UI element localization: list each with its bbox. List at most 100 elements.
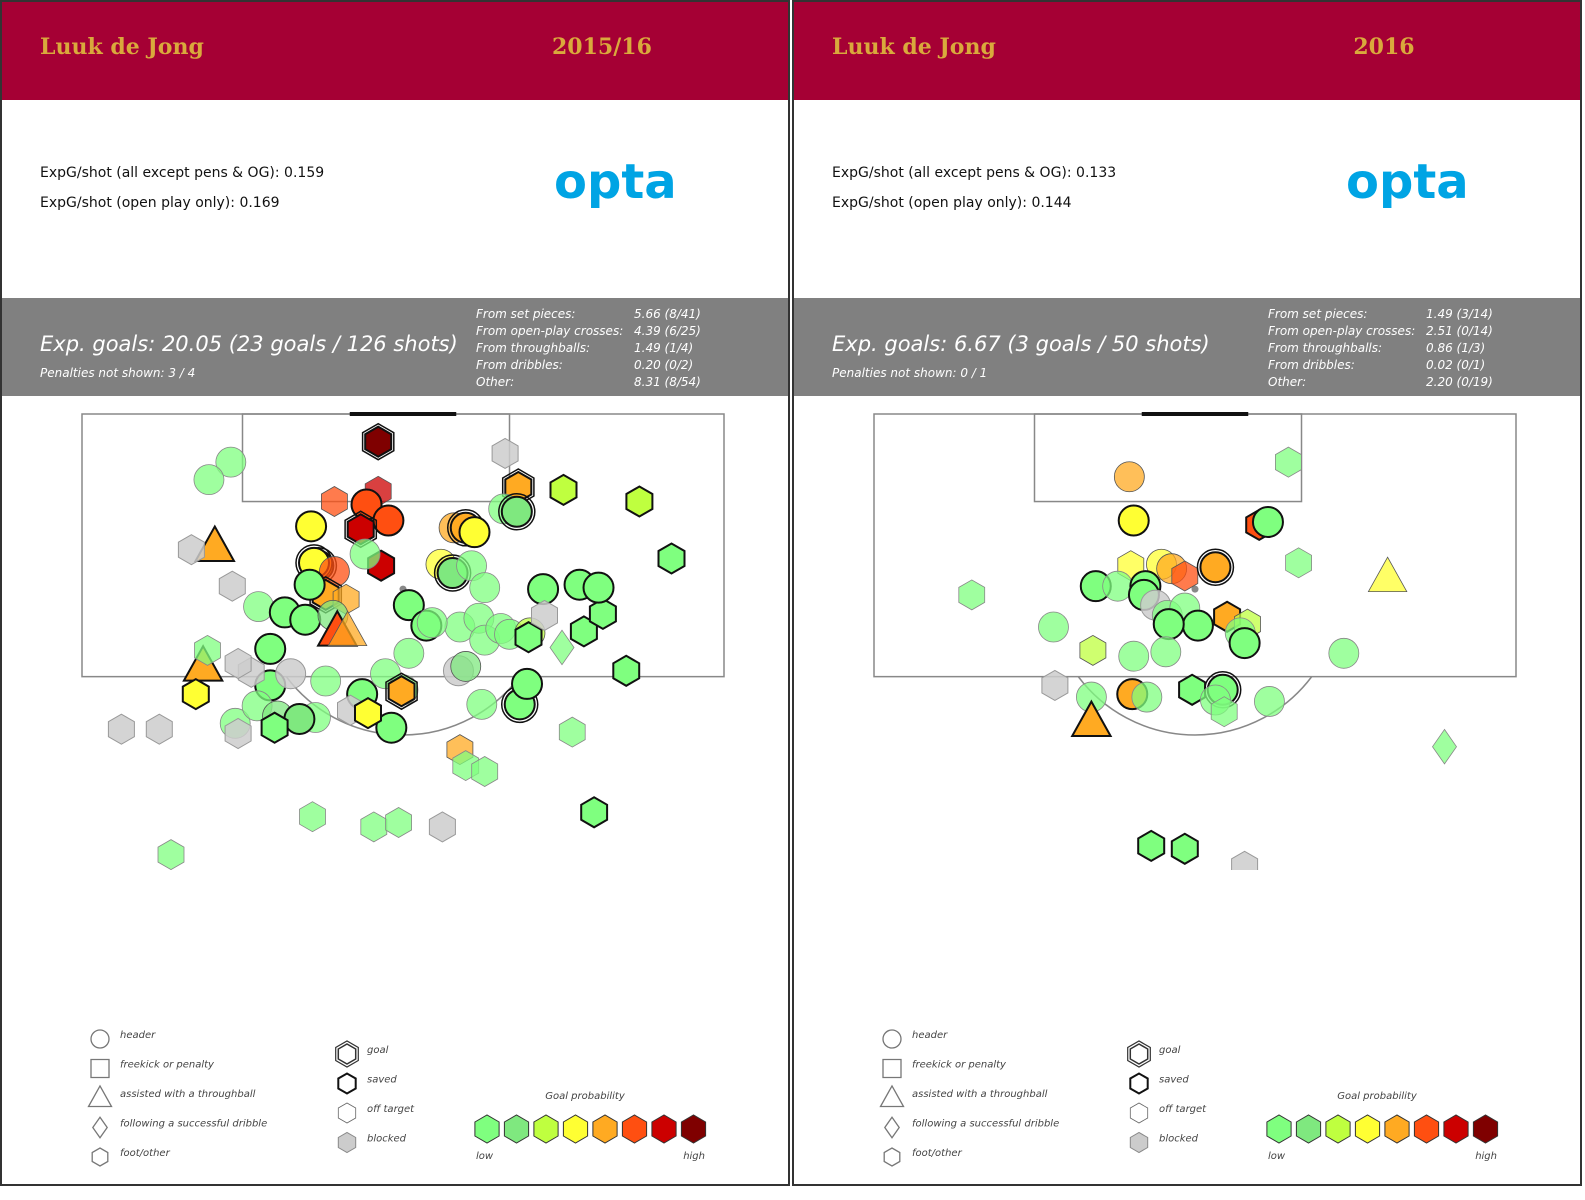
shot-marker <box>372 504 405 537</box>
shot-marker <box>1038 611 1069 643</box>
shot-marker <box>1228 627 1261 660</box>
thick-outline-hexagon-icon <box>1129 1072 1149 1095</box>
season-label: 2016 <box>1353 34 1415 60</box>
breakdown-label: From throughballs: <box>476 341 591 355</box>
shot-marker <box>1137 829 1166 863</box>
breakdown-value: 5.66 (8/41) <box>634 307 701 321</box>
shot-marker <box>1328 637 1360 669</box>
shot-map-panel-right: Luuk de Jong 2016 ExpG/shot (all except … <box>792 0 1582 1186</box>
breakdown-label: Other: <box>1268 375 1307 389</box>
legend-shape-label: freekick or penalty <box>912 1060 1007 1071</box>
xg-breakdown: From set pieces: 1.49 (3/14) From open-pl… <box>1268 307 1568 392</box>
shot-marker <box>1178 673 1207 706</box>
xg-breakdown: From set pieces: 5.66 (8/41) From open-pl… <box>476 307 776 392</box>
breakdown-row: Other: 8.31 (8/54) <box>476 375 776 392</box>
breakdown-label: From open-play crosses: <box>476 324 624 338</box>
six-yard-box <box>1033 413 1303 503</box>
legend: header freekick or penalty assisted with a… <box>879 1029 1499 1167</box>
penalty-spot <box>1191 585 1199 593</box>
shot-marker <box>387 675 416 708</box>
shot-marker <box>385 807 413 838</box>
probability-swatch <box>503 1114 530 1144</box>
legend-outcome-label: saved <box>1159 1075 1189 1086</box>
shot-marker <box>393 637 425 669</box>
shot-marker <box>471 756 499 787</box>
breakdown-value: 8.31 (8/54) <box>634 375 701 389</box>
shot-marker <box>182 644 225 682</box>
thick-outline-hexagon-icon <box>337 1072 357 1095</box>
breakdown-row: From dribbles: 0.02 (0/1) <box>1268 358 1568 375</box>
goal-ring <box>1127 1040 1151 1068</box>
expected-goals-summary: Exp. goals: 20.05 (23 goals / 126 shots) <box>40 332 458 356</box>
probability-swatch <box>533 1114 559 1144</box>
probability-swatch <box>680 1114 707 1144</box>
triangle-icon <box>87 1084 113 1108</box>
shot-marker <box>218 570 246 602</box>
shot-marker <box>157 839 185 870</box>
shot-marker <box>582 571 615 604</box>
shot-marker <box>1199 551 1232 584</box>
shot-marker <box>215 446 247 478</box>
legend-shape-label: following a successful dribble <box>120 1119 267 1130</box>
shot-marker <box>1118 640 1150 672</box>
shot-marker <box>1274 446 1302 478</box>
shot-marker <box>558 716 586 748</box>
probability-high-label: high <box>1475 1151 1497 1162</box>
thin-outline-hexagon-icon <box>1129 1102 1149 1124</box>
shot-marker <box>275 658 307 690</box>
expg-per-shot-all: ExpG/shot (all except pens & OG): 0.133 <box>832 165 1117 181</box>
player-name: Luuk de Jong <box>40 34 204 60</box>
shot-marker <box>320 486 348 517</box>
goal-ring <box>361 422 395 461</box>
shot-marker <box>349 538 381 570</box>
shot-marker <box>254 632 287 665</box>
legend-outcome-label: blocked <box>1159 1134 1199 1145</box>
breakdown-row: Other: 2.20 (0/19) <box>1268 375 1568 392</box>
shot-marker <box>549 473 578 507</box>
opta-logo: opta <box>1346 154 1469 210</box>
panel-header: Luuk de Jong 2015/16 <box>2 2 788 100</box>
shot-map-pitch <box>81 412 725 870</box>
shot-marker <box>1251 505 1284 538</box>
shot-marker <box>145 713 173 745</box>
shot-marker <box>289 603 322 636</box>
legend-shape-label: header <box>912 1030 948 1041</box>
shot-marker <box>500 495 533 528</box>
goal-ring <box>498 493 536 531</box>
shot-markers <box>107 422 686 870</box>
circle-icon <box>882 1029 902 1049</box>
breakdown-row: From throughballs: 1.49 (1/4) <box>476 341 776 358</box>
hexagon-icon <box>883 1147 901 1167</box>
breakdown-value: 4.39 (6/25) <box>634 324 701 338</box>
legend-shape-label: foot/other <box>120 1148 171 1159</box>
diamond-icon <box>92 1116 108 1139</box>
legend-shape-label: following a successful dribble <box>912 1119 1059 1130</box>
breakdown-row: From throughballs: 0.86 (1/3) <box>1268 341 1568 358</box>
goal-ring <box>385 672 418 711</box>
probability-swatch <box>1413 1114 1440 1144</box>
shot-marker <box>580 796 609 829</box>
shot-marker <box>1131 681 1163 713</box>
probability-swatch <box>1295 1114 1322 1144</box>
probability-swatch <box>1325 1114 1351 1144</box>
goal-ring <box>335 1040 359 1068</box>
breakdown-value: 1.49 (3/14) <box>1426 307 1493 321</box>
shot-marker <box>1113 461 1145 493</box>
shot-marker <box>1367 556 1408 593</box>
breakdown-value: 2.20 (0/19) <box>1426 375 1493 389</box>
shot-marker <box>1231 850 1259 870</box>
legend-items: header freekick or penalty assisted with a… <box>879 1029 1499 1167</box>
shot-marker <box>511 667 544 700</box>
player-name: Luuk de Jong <box>832 34 996 60</box>
shot-marker <box>224 717 252 750</box>
breakdown-label: From open-play crosses: <box>1268 324 1416 338</box>
shot-marker <box>243 591 274 623</box>
thin-outline-hexagon-icon <box>337 1102 357 1124</box>
panel-header: Luuk de Jong 2016 <box>794 2 1580 100</box>
shot-marker <box>491 437 519 469</box>
shot-marker <box>1181 609 1214 642</box>
shot-marker <box>1254 686 1285 717</box>
legend-shape-label: assisted with a throughball <box>912 1089 1048 1100</box>
shot-marker <box>1070 699 1113 737</box>
shot-marker <box>194 634 221 666</box>
